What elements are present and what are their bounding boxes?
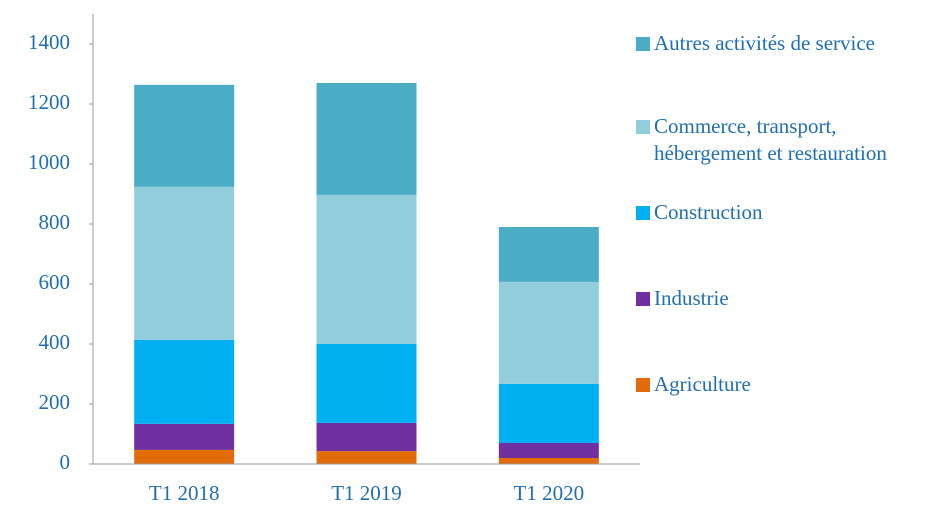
y-tick-label: 800 — [39, 210, 71, 234]
legend-swatch — [636, 37, 650, 51]
legend-label: Autres activités de service — [654, 31, 875, 55]
bar-segment — [498, 443, 599, 458]
bar-segment — [134, 449, 235, 464]
x-tick-label: T1 2020 — [514, 481, 585, 505]
legend-label: Commerce, transport, hébergement et rest… — [654, 114, 887, 165]
y-tick-label: 0 — [60, 450, 71, 474]
legend-label: Agriculture — [654, 372, 751, 396]
bar-segment — [316, 344, 417, 423]
bar-segment — [498, 281, 599, 384]
y-tick-label: 200 — [39, 390, 71, 414]
legend-item: Industrie — [636, 285, 729, 312]
bar-segment — [316, 451, 417, 464]
legend-label: Construction — [654, 200, 763, 224]
bar-segment — [134, 339, 235, 424]
x-tick-label: T1 2019 — [331, 481, 402, 505]
bar-segment — [134, 186, 235, 340]
y-tick-label: 600 — [39, 270, 71, 294]
bar-segment — [498, 383, 599, 443]
bar-segment — [134, 423, 235, 450]
legend-item: Agriculture — [636, 371, 751, 398]
legend-swatch — [636, 120, 650, 134]
y-tick-label: 1000 — [28, 150, 70, 174]
bar-segment — [316, 194, 417, 344]
legend-label: Industrie — [654, 286, 729, 310]
legend-item: Autres activités de service — [636, 30, 875, 57]
legend-item: Construction — [636, 199, 763, 226]
legend-swatch — [636, 378, 650, 392]
bar-segment — [134, 84, 235, 187]
legend-swatch — [636, 292, 650, 306]
bar-segment — [498, 227, 599, 282]
bar-segment — [498, 458, 599, 464]
x-tick-label: T1 2018 — [149, 481, 220, 505]
y-tick-label: 1200 — [28, 90, 70, 114]
bar-segment — [316, 422, 417, 452]
y-tick-label: 400 — [39, 330, 71, 354]
y-tick-label: 1400 — [28, 30, 70, 54]
bar-segment — [316, 83, 417, 195]
legend-swatch — [636, 206, 650, 220]
legend-item: Commerce, transport, hébergement et rest… — [636, 113, 916, 167]
